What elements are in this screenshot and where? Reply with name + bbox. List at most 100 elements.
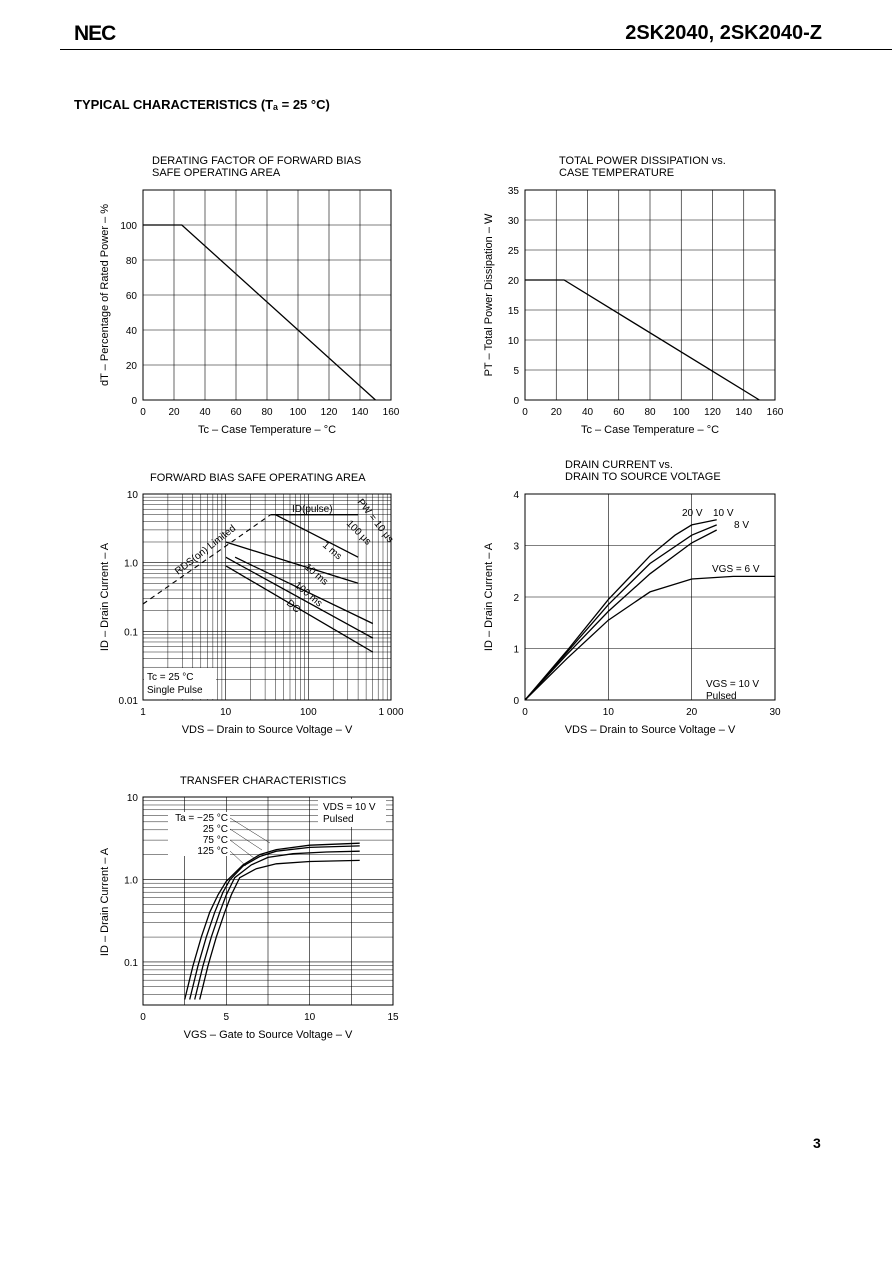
nec-logo: NEC xyxy=(74,22,116,45)
drain-title-line: DRAIN CURRENT vs. xyxy=(565,459,673,471)
power-ytick: 0 xyxy=(513,396,519,407)
drain-label-bg xyxy=(710,562,764,573)
transfer-leader-line xyxy=(229,828,263,851)
transfer-series-label: 75 °C xyxy=(203,835,228,846)
soa-series-line xyxy=(225,541,359,584)
drain-annotation: VGS = 6 V xyxy=(712,564,760,575)
soa-annotation: DC xyxy=(284,598,302,616)
derating-xtick: 160 xyxy=(383,407,400,418)
transfer-label-bg xyxy=(168,812,230,823)
soa-legend-box xyxy=(144,668,216,699)
drain-ylabel: ID – Drain Current – A xyxy=(483,542,495,651)
power-ytick: 20 xyxy=(508,276,520,287)
derating-xtick: 120 xyxy=(321,407,338,418)
soa-series-line xyxy=(225,556,374,639)
soa-annotation: 100 μs xyxy=(344,518,373,547)
transfer-chart: TRANSFER CHARACTERISTICS VGS – Gate to So… xyxy=(99,775,399,1041)
transfer-series-label: 125 °C xyxy=(197,846,228,857)
power-xlabel: Tc – Case Temperature – °C xyxy=(581,424,719,436)
soa-series-line xyxy=(225,565,374,653)
derating-ytick: 80 xyxy=(126,256,138,267)
soa-annotation: ID(pulse) xyxy=(292,504,333,515)
soa-series-line xyxy=(234,556,373,625)
derating-xtick: 140 xyxy=(352,407,369,418)
transfer-leader-line xyxy=(229,817,271,844)
drain-annotation: 8 V xyxy=(734,520,749,531)
soa-plot-frame xyxy=(142,493,392,701)
power-ytick: 25 xyxy=(508,246,520,257)
soa-ytick: 10 xyxy=(127,490,139,501)
transfer-xtick: 0 xyxy=(140,1012,146,1023)
transfer-leader-line xyxy=(229,839,255,859)
power-xtick: 120 xyxy=(704,407,721,418)
transfer-label-bg xyxy=(168,845,230,856)
transfer-legend-box xyxy=(318,799,386,827)
drain-ytick: 3 xyxy=(513,542,519,553)
power-xtick: 0 xyxy=(522,407,528,418)
power-xtick: 80 xyxy=(644,407,656,418)
power-xtick: 40 xyxy=(582,407,594,418)
transfer-xtick: 10 xyxy=(304,1012,316,1023)
drain-xtick: 10 xyxy=(603,707,615,718)
drain-xtick: 0 xyxy=(522,707,528,718)
soa-chart: FORWARD BIAS SAFE OPERATING AREA VDS – Dr… xyxy=(99,472,404,736)
drain-ytick: 1 xyxy=(513,645,519,656)
transfer-annotation: VDS = 10 V xyxy=(323,802,376,813)
soa-ytick: 0.01 xyxy=(119,696,139,707)
drain-series-line xyxy=(524,575,775,701)
drain-chart: DRAIN CURRENT vs.DRAIN TO SOURCE VOLTAGE… xyxy=(483,459,781,736)
soa-series-line xyxy=(142,514,271,605)
page-number: 3 xyxy=(813,1135,821,1151)
power-xtick: 20 xyxy=(551,407,563,418)
drain-ytick: 0 xyxy=(513,696,519,707)
power-ytick: 5 xyxy=(513,366,519,377)
soa-annotation: Single Pulse xyxy=(147,685,203,696)
soa-xtick: 100 xyxy=(300,707,317,718)
transfer-ytick: 1.0 xyxy=(124,875,138,886)
power-ytick: 30 xyxy=(508,216,520,227)
derating-ylabel: dT – Percentage of Rated Power – % xyxy=(99,204,111,386)
drain-series-line xyxy=(524,519,717,701)
soa-series-line xyxy=(275,514,359,558)
transfer-series-line xyxy=(194,850,360,1000)
transfer-ytick: 0.1 xyxy=(124,958,138,969)
derating-xtick: 0 xyxy=(140,407,146,418)
drain-series-line xyxy=(524,529,717,701)
soa-annotation: 1 ms xyxy=(320,540,344,562)
power-title-line: TOTAL POWER DISSIPATION vs. xyxy=(559,155,726,167)
transfer-ytick: 10 xyxy=(127,793,139,804)
drain-ytick: 4 xyxy=(513,490,519,501)
power-ytick: 35 xyxy=(508,186,520,197)
drain-annotation: VGS = 10 V xyxy=(706,679,759,690)
power-ylabel: PT – Total Power Dissipation – W xyxy=(483,213,495,376)
drain-ytick: 2 xyxy=(513,593,519,604)
transfer-label-bg xyxy=(168,823,230,834)
transfer-xtick: 5 xyxy=(224,1012,230,1023)
soa-ytick: 1.0 xyxy=(124,559,138,570)
section-title: TYPICAL CHARACTERISTICS (Tₐ = 25 °C) xyxy=(74,97,330,112)
soa-annotation: Tc = 25 °C xyxy=(147,672,194,683)
derating-series-line xyxy=(143,224,376,401)
transfer-series-label: Ta = −25 °C xyxy=(175,813,228,824)
transfer-series-line xyxy=(189,845,360,1000)
drain-annotation: 20 V xyxy=(682,508,703,519)
derating-ytick: 0 xyxy=(131,396,137,407)
drain-series-line xyxy=(524,524,717,701)
drain-xtick: 30 xyxy=(769,707,781,718)
power-ytick: 15 xyxy=(508,306,520,317)
soa-ylabel: ID – Drain Current – A xyxy=(99,542,111,651)
derating-title-line: SAFE OPERATING AREA xyxy=(152,167,281,179)
derating-title-line: DERATING FACTOR OF FORWARD BIAS xyxy=(152,155,361,167)
transfer-series-line xyxy=(184,842,360,1000)
soa-xtick: 10 xyxy=(220,707,232,718)
transfer-xtick: 15 xyxy=(387,1012,399,1023)
transfer-series-line xyxy=(199,859,360,1000)
derating-ytick: 40 xyxy=(126,326,138,337)
power-ytick: 10 xyxy=(508,336,520,347)
derating-xtick: 20 xyxy=(168,407,180,418)
derating-ytick: 100 xyxy=(120,221,137,232)
derating-ytick: 60 xyxy=(126,291,138,302)
transfer-label-bg xyxy=(168,834,230,845)
